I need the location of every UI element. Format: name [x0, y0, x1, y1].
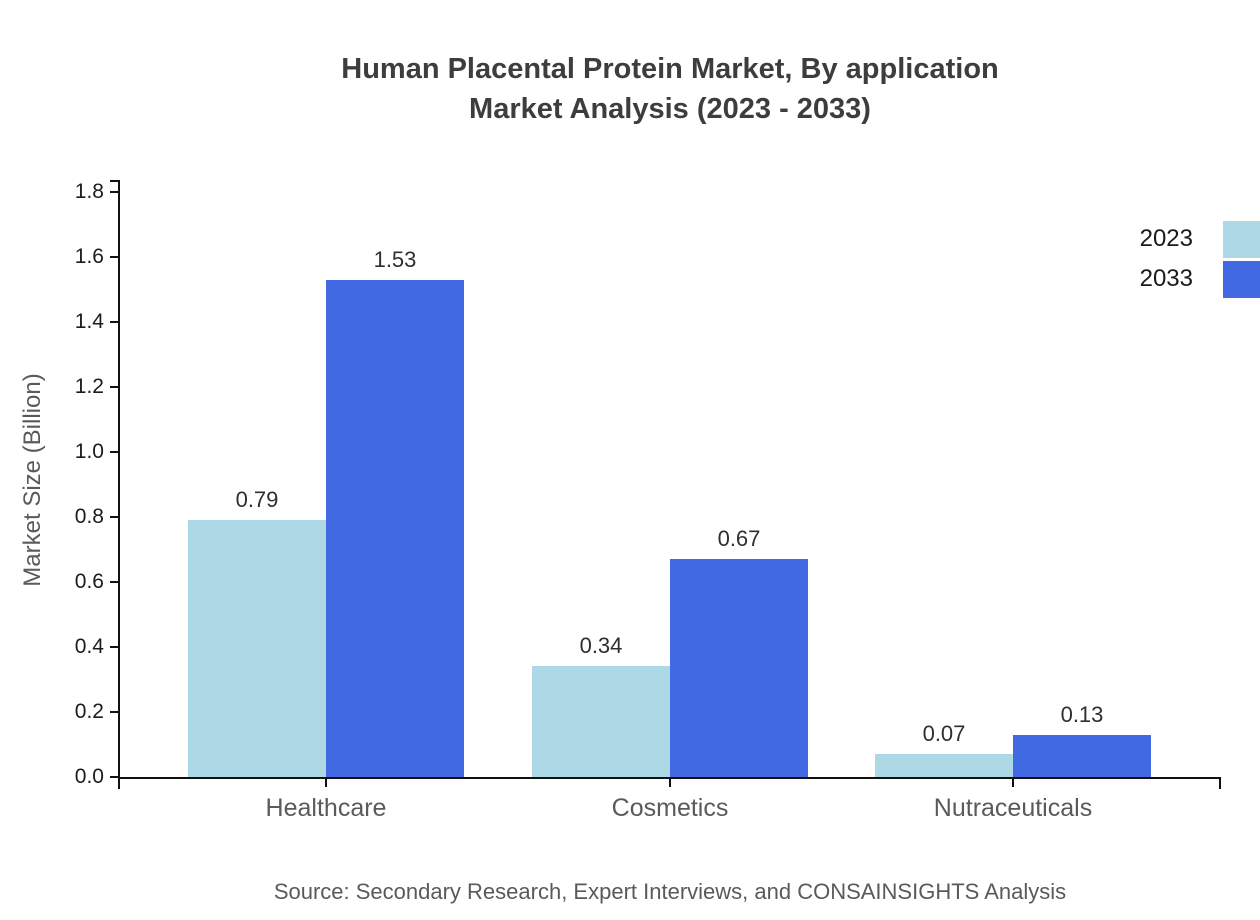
- y-tick: [110, 776, 118, 778]
- y-tick-label: 0.0: [74, 765, 104, 788]
- y-tick-label: 0.4: [74, 635, 104, 658]
- x-axis-right-cap: [1219, 777, 1221, 789]
- chart-title-line1: Human Placental Protein Market, By appli…: [341, 53, 999, 85]
- y-tick: [110, 711, 118, 713]
- x-tick: [1012, 779, 1014, 787]
- y-tick: [110, 321, 118, 323]
- y-tick-label: 0.6: [74, 570, 104, 593]
- y-tick-label: 1.8: [74, 180, 104, 203]
- bar-value-label: 1.53: [373, 247, 417, 272]
- bar-2033-nutraceuticals: [1013, 735, 1151, 777]
- bar-2023-cosmetics: [532, 666, 670, 777]
- legend-swatch-2033: [1223, 261, 1260, 298]
- bar-value-label: 0.13: [1060, 702, 1104, 727]
- x-tick: [669, 779, 671, 787]
- x-category-label: Healthcare: [265, 794, 387, 822]
- x-category-label: Nutraceuticals: [933, 794, 1093, 822]
- bar-value-label: 0.34: [579, 633, 623, 658]
- legend-label-2023: 2023: [1139, 225, 1193, 252]
- bar-value-label: 0.07: [922, 721, 966, 746]
- y-tick: [110, 646, 118, 648]
- x-tick: [325, 779, 327, 787]
- source-note: Source: Secondary Research, Expert Inter…: [273, 879, 1067, 904]
- y-tick-label: 1.4: [74, 310, 104, 333]
- bar-value-label: 0.79: [235, 487, 279, 512]
- y-tick: [110, 386, 118, 388]
- bar-2023-healthcare: [188, 520, 326, 777]
- y-tick: [110, 581, 118, 583]
- y-tick-label: 0.2: [74, 700, 104, 723]
- y-tick: [110, 451, 118, 453]
- bar-value-label: 0.67: [717, 526, 761, 551]
- bar-2033-healthcare: [326, 280, 464, 777]
- y-tick-label: 0.8: [74, 505, 104, 528]
- y-axis-top-cap: [110, 180, 118, 182]
- bar-2033-cosmetics: [670, 559, 808, 777]
- legend-label-2033: 2033: [1139, 265, 1193, 292]
- x-axis: [118, 777, 1221, 779]
- legend-swatch-2023: [1223, 221, 1260, 258]
- y-tick: [110, 191, 118, 193]
- y-axis-title: Market Size (Billion): [19, 373, 46, 587]
- x-category-label: Cosmetics: [611, 794, 729, 822]
- y-tick: [110, 256, 118, 258]
- y-tick-label: 1.0: [74, 440, 104, 463]
- bar-2023-nutraceuticals: [875, 754, 1013, 777]
- y-tick-label: 1.6: [74, 245, 104, 268]
- chart-title: Human Placental Protein Market, By appli…: [80, 49, 1260, 129]
- y-tick: [110, 516, 118, 518]
- chart-title-line2: Market Analysis (2023 - 2033): [469, 93, 871, 125]
- y-axis: [118, 180, 120, 789]
- y-tick-label: 1.2: [74, 375, 104, 398]
